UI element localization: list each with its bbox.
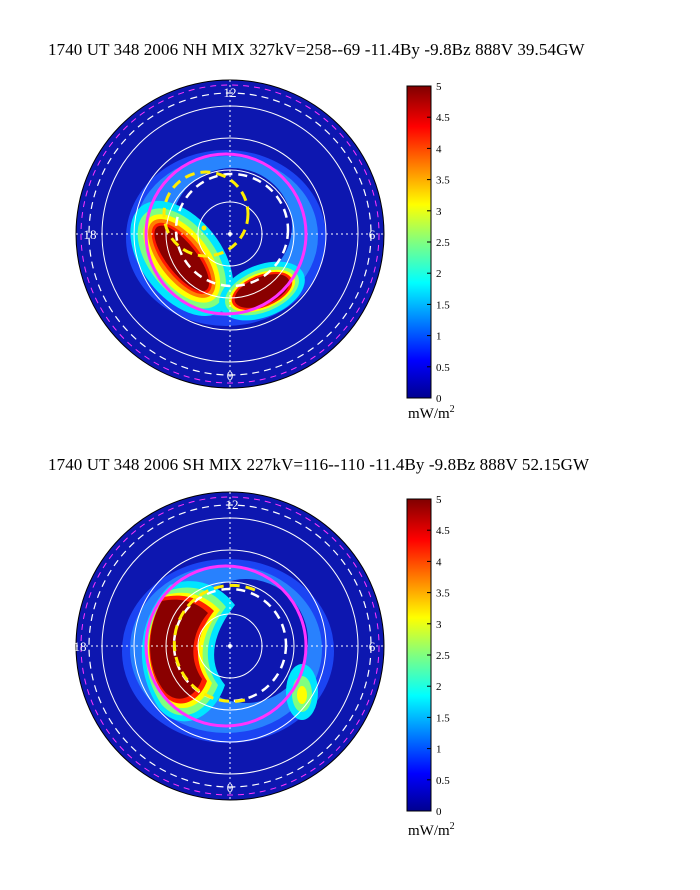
sh-panel: 1740 UT 348 2006 SH MIX 227kV=116--110 -… [0,445,700,890]
nh-pink-circle [144,152,308,316]
nh-mlt-6: 6 [369,227,376,242]
sh-colorbar: 0 0.5 1 1.5 2 2.5 3 3.5 4 4.5 5 [406,494,450,818]
sh-dusk-region [141,581,235,722]
colorbar-tick-label: 4.5 [436,112,450,124]
nh-colorbar: 0 0.5 1 1.5 2 2.5 3 3.5 4 4.5 5 [406,81,450,405]
sh-grid [76,492,384,800]
colorbar-tick-label: 1 [436,744,442,756]
nh-dusk-arc [130,200,234,316]
nh-midnight-arc [219,261,305,321]
sh-title: 1740 UT 348 2006 SH MIX 227kV=116--110 -… [48,455,590,474]
sh-colorbar-unit: mW/m2 [408,821,455,839]
colorbar-tick-label: 2.5 [436,650,450,662]
nh-grid [76,80,384,388]
nh-polar-plot: 12 0 18 6 [75,79,385,389]
nh-yellow-dashed [162,170,250,258]
colorbar-tick-label: 3.5 [436,588,450,600]
colorbar-tick-label: 2.5 [436,237,450,249]
sh-white-dashed [172,587,288,703]
colorbar-tick-label: 4 [436,556,442,568]
nh-white-dashed [174,172,290,288]
colorbar-tick-label: 2 [436,681,442,693]
colorbar-tick-label: 5 [436,81,442,93]
nh-colorbar-unit: mW/m2 [408,404,455,422]
nh-mlt-12: 12 [224,85,237,100]
sh-yellow-dashed [172,583,256,703]
colorbar-tick-label: 0.5 [436,362,450,374]
colorbar-tick-label: 1.5 [436,299,450,311]
colorbar-tick-label: 2 [436,268,442,280]
colorbar-tick-label: 4 [436,143,442,155]
nh-colorbar-ticks: 0 0.5 1 1.5 2 2.5 3 3.5 4 4.5 5 [427,81,450,405]
sh-pink-circle [144,564,308,728]
nh-mlt-0: 0 [227,368,234,383]
colorbar-tick-label: 0 [436,806,442,818]
sh-polar-plot: 12 0 18 6 [74,491,385,801]
colorbar-tick-label: 3.5 [436,175,450,187]
colorbar-tick-label: 0.5 [436,775,450,787]
nh-title: 1740 UT 348 2006 NH MIX 327kV=258--69 -1… [48,40,585,59]
colorbar-tick-label: 3 [436,206,442,218]
colorbar-tick-label: 5 [436,494,442,506]
sh-mlt-6: 6 [369,639,376,654]
nh-panel: 1740 UT 348 2006 NH MIX 327kV=258--69 -1… [48,40,585,422]
colorbar-tick-label: 1 [436,331,442,343]
sh-mlt-12: 12 [226,497,239,512]
sh-mlt-18: 18 [74,639,87,654]
sh-colorbar-ticks: 0 0.5 1 1.5 2 2.5 3 3.5 4 4.5 5 [427,494,450,818]
nh-mlt-18: 18 [84,227,97,242]
colorbar-tick-label: 1.5 [436,712,450,724]
colorbar-tick-label: 0 [436,393,442,405]
colorbar-tick-label: 4.5 [436,525,450,537]
sh-mlt-0: 0 [227,780,234,795]
colorbar-tick-label: 3 [436,619,442,631]
